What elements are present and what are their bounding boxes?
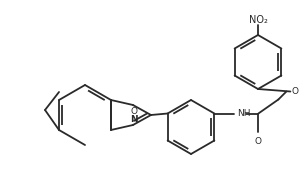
Text: N: N [130,115,138,124]
Text: O: O [130,107,138,116]
Text: O: O [255,137,262,145]
Text: O: O [291,87,298,96]
Text: NH: NH [237,109,251,118]
Text: NO₂: NO₂ [249,15,267,25]
